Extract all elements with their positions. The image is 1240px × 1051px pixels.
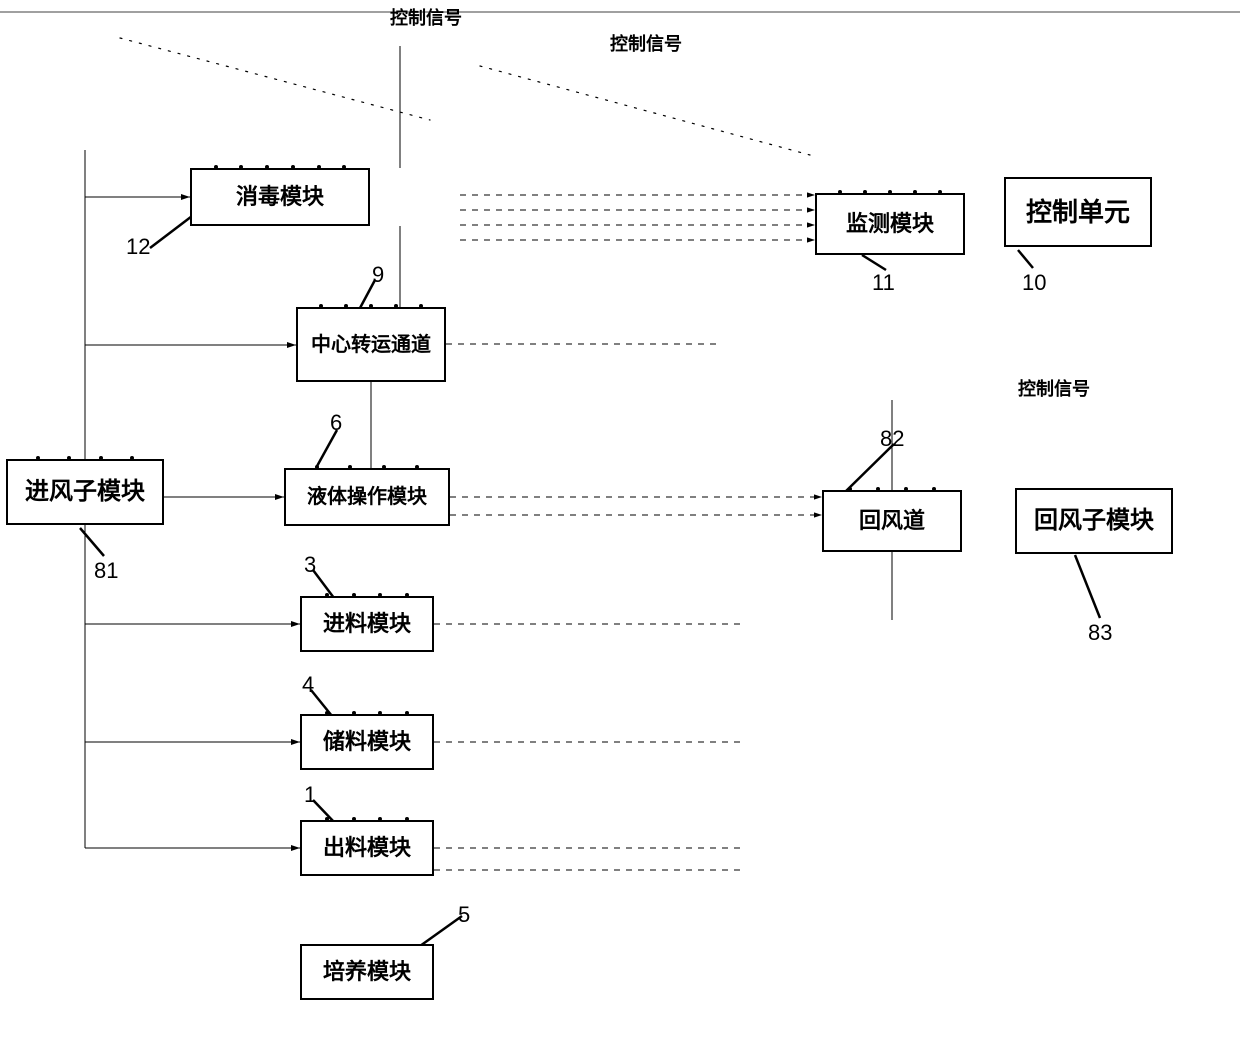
node-dot [415, 465, 419, 469]
node-dot [904, 487, 908, 491]
node-output: 出料模块 [300, 820, 434, 876]
label-n83: 83 [1088, 620, 1112, 646]
node-label-monitor: 监测模块 [846, 212, 934, 236]
label-n12: 12 [126, 234, 150, 260]
node-dot [325, 593, 329, 597]
node-dot [369, 304, 373, 308]
label-n6: 6 [330, 410, 342, 436]
node-monitor: 监测模块 [815, 193, 965, 255]
label-sig2: 控制信号 [610, 30, 682, 56]
edge-sig2_dots [480, 66, 810, 155]
node-dot [319, 304, 323, 308]
node-dot [848, 487, 852, 491]
node-dot [99, 456, 103, 460]
node-culture: 培养模块 [300, 944, 434, 1000]
node-dot [394, 304, 398, 308]
node-label-output: 出料模块 [323, 836, 411, 860]
node-center: 中心转运通道 [296, 307, 446, 382]
label-n81: 81 [94, 558, 118, 584]
node-dot [913, 190, 917, 194]
node-dot [876, 487, 880, 491]
label-n82: 82 [880, 426, 904, 452]
node-dot [382, 465, 386, 469]
node-label-center: 中心转运通道 [311, 334, 431, 356]
node-control: 控制单元 [1004, 177, 1152, 247]
node-dot [938, 190, 942, 194]
node-dot [291, 165, 295, 169]
label-n10: 10 [1022, 270, 1046, 296]
node-dot [344, 304, 348, 308]
edge-e11 [862, 255, 886, 270]
edge-e10 [1018, 250, 1033, 268]
node-label-control: 控制单元 [1026, 198, 1130, 227]
node-label-storage: 储料模块 [323, 730, 411, 754]
node-dot [932, 487, 936, 491]
node-inlet: 进风子模块 [6, 459, 164, 525]
node-storage: 储料模块 [300, 714, 434, 770]
node-dot [352, 711, 356, 715]
label-n5: 5 [458, 902, 470, 928]
node-dot [838, 190, 842, 194]
edge-e83 [1075, 555, 1100, 618]
label-n9: 9 [372, 262, 384, 288]
node-label-liquid: 液体操作模块 [307, 486, 427, 508]
node-label-return_duct: 回风道 [859, 509, 925, 533]
node-dot [325, 817, 329, 821]
node-dot [352, 593, 356, 597]
edge-e81 [80, 528, 104, 556]
node-dot [214, 165, 218, 169]
diagram-canvas: 消毒模块监测模块 控制单元中心转运通道液体操作模块 进风子模块回风道 回风子模块进料模… [0, 0, 1240, 1051]
node-dot [419, 304, 423, 308]
node-dot [352, 817, 356, 821]
node-dot [317, 165, 321, 169]
node-dot [325, 711, 329, 715]
node-label-feed: 进料模块 [323, 612, 411, 636]
node-return_duct: 回风道 [822, 490, 962, 552]
node-feed: 进料模块 [300, 596, 434, 652]
label-sig1: 控制信号 [390, 4, 462, 30]
node-label-return_mod: 回风子模块 [1034, 508, 1154, 534]
node-label-inlet: 进风子模块 [25, 479, 145, 505]
node-dot [888, 190, 892, 194]
edge-e5 [420, 916, 462, 946]
node-dot [36, 456, 40, 460]
label-n4: 4 [302, 672, 314, 698]
node-return_mod: 回风子模块 [1015, 488, 1173, 554]
node-label-culture: 培养模块 [323, 960, 411, 984]
node-disinfect: 消毒模块 [190, 168, 370, 226]
label-n11: 11 [872, 270, 895, 296]
label-n3: 3 [304, 552, 316, 578]
label-sig3: 控制信号 [1018, 375, 1090, 401]
node-label-disinfect: 消毒模块 [236, 185, 324, 209]
node-dot [863, 190, 867, 194]
label-n1: 1 [304, 782, 316, 808]
edge-sig1_dots [120, 38, 430, 120]
node-liquid: 液体操作模块 [284, 468, 450, 526]
